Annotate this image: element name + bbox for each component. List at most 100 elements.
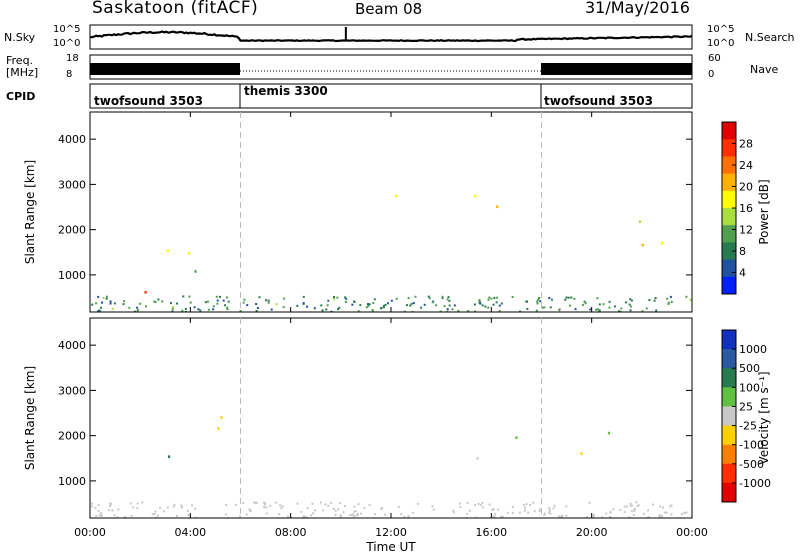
heatmap-cell bbox=[117, 508, 120, 511]
heatmap-cell bbox=[496, 205, 499, 209]
heatmap-cell bbox=[451, 308, 454, 311]
heatmap-cell bbox=[281, 505, 284, 508]
colorbar-tick-label: 4 bbox=[739, 267, 746, 280]
heatmap-cell bbox=[495, 301, 498, 304]
colorbar-cell bbox=[722, 406, 736, 427]
heatmap-cell bbox=[222, 299, 225, 302]
heatmap-cell bbox=[134, 310, 136, 312]
heatmap-cell bbox=[111, 509, 114, 512]
heatmap-cell bbox=[343, 505, 346, 507]
heatmap-cell bbox=[660, 515, 663, 518]
freq-band-1 bbox=[90, 63, 240, 75]
heatmap-cell bbox=[339, 514, 342, 517]
heatmap-cell bbox=[306, 305, 309, 308]
heatmap-cell bbox=[466, 512, 469, 515]
heatmap-cell bbox=[282, 306, 285, 309]
heatmap-cell bbox=[116, 516, 119, 518]
heatmap-cell bbox=[492, 508, 495, 511]
heatmap-cell bbox=[188, 295, 191, 298]
heatmap-cell bbox=[484, 305, 487, 308]
heatmap-cell bbox=[511, 511, 514, 514]
heatmap-cell bbox=[136, 306, 139, 309]
colorbar-tick-label: 100 bbox=[739, 381, 760, 394]
heatmap-cell bbox=[302, 295, 305, 298]
heatmap-cell bbox=[497, 508, 500, 511]
y-tick-label: 1000 bbox=[58, 269, 86, 282]
heatmap-cell bbox=[354, 301, 357, 304]
heatmap-cell bbox=[409, 304, 412, 307]
heatmap-cell bbox=[380, 307, 383, 309]
heatmap-cell bbox=[173, 503, 176, 506]
heatmap-cell bbox=[439, 310, 442, 312]
heatmap-cell bbox=[199, 309, 202, 312]
heatmap-cell bbox=[109, 502, 112, 505]
colorbar-tick-label: 25 bbox=[739, 400, 753, 413]
y-tick-label: 3000 bbox=[58, 178, 86, 191]
heatmap-cell bbox=[431, 301, 434, 304]
heatmap-cell bbox=[474, 310, 477, 312]
heatmap-cell bbox=[494, 513, 497, 516]
heatmap-cell bbox=[488, 296, 491, 299]
heatmap-cell bbox=[432, 508, 435, 511]
heatmap-cell bbox=[487, 298, 490, 301]
heatmap-cell bbox=[226, 306, 229, 309]
heatmap-cell bbox=[474, 504, 476, 507]
heatmap-cell bbox=[300, 510, 303, 513]
heatmap-cell bbox=[176, 515, 179, 517]
heatmap-cell bbox=[581, 303, 584, 306]
heatmap-cell bbox=[666, 297, 669, 300]
heatmap-cell bbox=[224, 513, 227, 516]
heatmap-cell bbox=[334, 513, 337, 516]
heatmap-cell bbox=[101, 301, 103, 304]
heatmap-cell bbox=[491, 509, 494, 512]
heatmap-cell bbox=[296, 502, 299, 505]
heatmap-cell bbox=[630, 299, 633, 302]
heatmap-cell bbox=[97, 504, 100, 507]
heatmap-cell bbox=[339, 515, 342, 518]
colorbar-tick-label: 500 bbox=[739, 362, 760, 375]
heatmap-cell bbox=[337, 308, 339, 311]
heatmap-cell bbox=[580, 452, 583, 455]
heatmap-cell bbox=[501, 515, 504, 518]
heatmap-cell bbox=[333, 298, 335, 301]
heatmap-cell bbox=[569, 304, 571, 307]
heatmap-cell bbox=[478, 301, 481, 304]
heatmap-cell bbox=[255, 303, 258, 305]
heatmap-cell bbox=[311, 502, 314, 505]
colorbar-tick-label: 16 bbox=[739, 202, 753, 215]
heatmap-cell bbox=[487, 306, 490, 309]
heatmap-cell bbox=[458, 502, 461, 505]
heatmap-cell bbox=[669, 295, 672, 298]
heatmap-cell bbox=[91, 303, 94, 306]
heatmap-cell bbox=[105, 295, 108, 298]
heatmap-cell bbox=[302, 302, 305, 305]
heatmap-cell bbox=[498, 304, 501, 307]
colorbar-cell bbox=[722, 190, 736, 209]
heatmap-cell bbox=[151, 513, 154, 516]
cpid-segment-1: twofsound 3503 bbox=[94, 94, 203, 108]
heatmap-cell bbox=[477, 502, 480, 505]
heatmap-cell bbox=[141, 501, 144, 504]
heatmap-cell bbox=[220, 416, 223, 419]
colorbar-tick-label: 8 bbox=[739, 245, 746, 258]
heatmap-cell bbox=[623, 511, 626, 514]
x-tick-label: 00:00 bbox=[676, 526, 708, 539]
heatmap-cell bbox=[400, 513, 403, 516]
heatmap-cell bbox=[382, 306, 385, 309]
heatmap-cell bbox=[327, 299, 330, 302]
noise-trace bbox=[89, 27, 693, 43]
heatmap-cell bbox=[629, 309, 632, 312]
heatmap-cell bbox=[128, 306, 131, 309]
heatmap-cell bbox=[478, 299, 481, 302]
heatmap-cell bbox=[194, 507, 197, 510]
heatmap-cell bbox=[453, 304, 456, 307]
heatmap-cell bbox=[574, 308, 577, 311]
y-tick-label: 3000 bbox=[58, 384, 86, 397]
heatmap-cell bbox=[645, 307, 648, 310]
colorbar-tick-label: -1000 bbox=[739, 477, 771, 490]
heatmap-cell bbox=[553, 504, 556, 507]
heatmap-cell bbox=[475, 516, 478, 518]
heatmap-cell bbox=[172, 305, 174, 308]
heatmap-cell bbox=[94, 507, 97, 510]
heatmap-cell bbox=[629, 298, 632, 301]
